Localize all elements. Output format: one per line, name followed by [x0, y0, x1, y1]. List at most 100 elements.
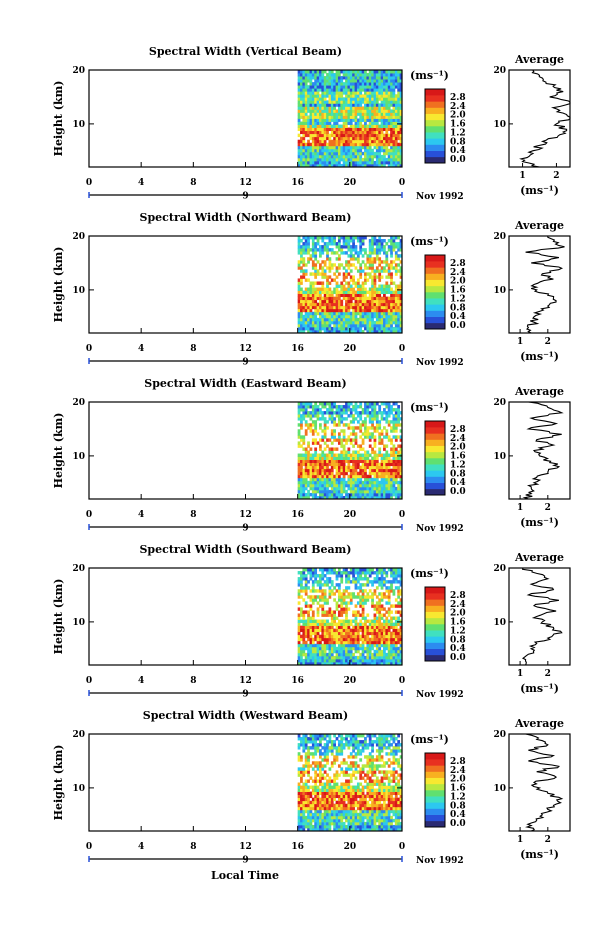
heatmap-cell [321, 821, 325, 826]
heatmap-cell [300, 163, 303, 168]
heatmap-cell [373, 486, 377, 491]
heatmap-cell [302, 314, 306, 319]
heatmap-cell [323, 818, 327, 823]
heatmap-cell [387, 655, 391, 660]
heatmap-cell [373, 154, 377, 159]
heatmap-cell [340, 157, 344, 162]
heatmap-cell [309, 130, 313, 135]
heatmap-cell [359, 302, 363, 307]
heatmap-cell [361, 595, 365, 599]
heatmap-cell [347, 236, 351, 240]
heatmap-cell [383, 634, 386, 639]
heatmap-cell [359, 85, 363, 89]
heatmap-cell [333, 91, 336, 95]
heatmap-cell [302, 70, 306, 74]
heatmap-cell [397, 142, 401, 147]
heatmap-cell [378, 432, 382, 436]
heatmap-cell [390, 70, 393, 74]
heatmap-cell [378, 619, 382, 623]
heatmap-cell [326, 492, 329, 497]
heatmap-cell [333, 598, 336, 602]
heatmap-cell [307, 109, 310, 113]
heatmap-cell [328, 70, 332, 74]
heatmap-cell [399, 598, 403, 602]
colorbar-swatch [425, 144, 445, 151]
heatmap-cell [356, 100, 360, 104]
heatmap-cell [361, 269, 365, 273]
heatmap-cell [297, 631, 301, 636]
heatmap-cell [311, 429, 315, 433]
heatmap-cell [364, 577, 367, 581]
heatmap-cell [387, 314, 391, 319]
heatmap-cell [300, 649, 303, 654]
heatmap-cell [361, 456, 365, 460]
heatmap-cell [309, 474, 313, 479]
heatmap-cell [352, 127, 355, 132]
heatmap-cell [397, 824, 401, 829]
heatmap-cell [387, 640, 391, 645]
heatmap-cell [326, 453, 329, 457]
heatmap-cell [352, 239, 355, 243]
heatmap-cell [394, 480, 398, 485]
heatmap-cell [342, 154, 346, 159]
heatmap-cell [387, 586, 391, 590]
heatmap-cell [375, 121, 379, 125]
heatmap-cell [335, 577, 339, 581]
heatmap-cell [364, 88, 367, 92]
heatmap-cell [311, 245, 315, 249]
heatmap-cell [307, 649, 310, 654]
heatmap-cell [399, 115, 403, 119]
heatmap-cell [300, 251, 303, 255]
heatmap-cell [368, 157, 372, 162]
heatmap-cell [342, 145, 346, 150]
heatmap-cell [373, 82, 377, 86]
heatmap-cell [347, 305, 351, 310]
heatmap-cell [307, 824, 310, 829]
heatmap-cell [364, 429, 367, 433]
heatmap-cell [333, 88, 336, 92]
average-y-tick-label: 20 [493, 564, 506, 574]
heatmap-cell [352, 103, 355, 107]
heatmap-cell [383, 121, 386, 125]
heatmap-cell [368, 242, 372, 246]
heatmap-cell [392, 625, 396, 630]
heatmap-cell [321, 157, 325, 162]
heatmap-cell [323, 136, 327, 141]
heatmap-cell [364, 622, 367, 626]
heatmap-cell [366, 598, 370, 602]
heatmap-cell [359, 272, 363, 276]
heatmap-cell [321, 97, 325, 101]
heatmap-cell [304, 465, 308, 470]
heatmap-cell [397, 468, 401, 473]
heatmap-cell [333, 827, 336, 832]
heatmap-cell [319, 79, 322, 83]
heatmap-cell [364, 574, 367, 578]
heatmap-cell [309, 70, 313, 74]
heatmap-cell [368, 480, 372, 485]
heatmap-cell [309, 157, 313, 162]
heatmap-cell [356, 595, 360, 599]
heatmap-cell [316, 405, 320, 409]
heatmap-cell [340, 471, 344, 476]
heatmap-cell [311, 601, 315, 605]
heatmap-cell [297, 133, 301, 138]
heatmap-cell [300, 619, 303, 623]
heatmap-cell [359, 643, 363, 648]
heatmap-cell [397, 471, 401, 476]
heatmap-cell [354, 154, 358, 159]
heatmap-cell [368, 115, 372, 119]
heatmap-cell [328, 661, 332, 666]
heatmap-cell [359, 163, 363, 168]
heatmap-cell [380, 568, 384, 572]
heatmap-cell [349, 278, 353, 282]
heatmap-cell [368, 631, 372, 636]
heatmap-cell [392, 489, 396, 494]
heatmap-cell [302, 643, 306, 648]
heatmap-cell [309, 658, 313, 663]
heatmap-cell [302, 263, 306, 267]
heatmap-cell [385, 251, 389, 255]
heatmap-cell [297, 73, 301, 77]
heatmap-cell [385, 142, 389, 147]
heatmap-cell [397, 70, 401, 74]
heatmap-cell [314, 628, 318, 633]
